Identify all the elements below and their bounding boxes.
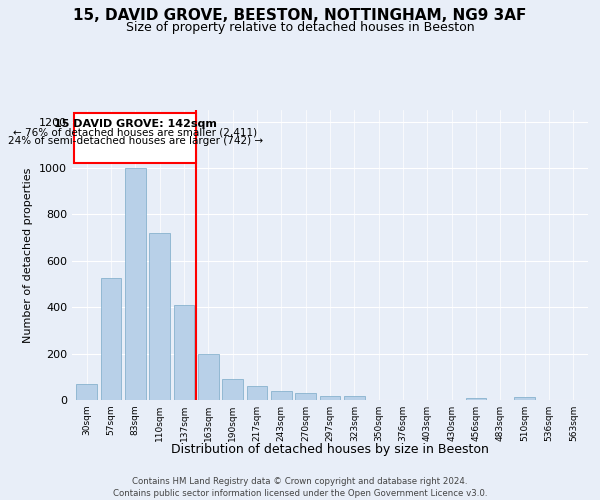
Y-axis label: Number of detached properties: Number of detached properties bbox=[23, 168, 34, 342]
Text: Contains HM Land Registry data © Crown copyright and database right 2024.: Contains HM Land Registry data © Crown c… bbox=[132, 478, 468, 486]
Bar bbox=[76, 384, 97, 400]
Bar bbox=[295, 392, 316, 400]
Bar bbox=[149, 234, 170, 400]
Bar bbox=[198, 354, 218, 400]
Bar bbox=[125, 168, 146, 400]
Bar bbox=[466, 398, 487, 400]
FancyBboxPatch shape bbox=[74, 114, 196, 164]
Text: ← 76% of detached houses are smaller (2,411): ← 76% of detached houses are smaller (2,… bbox=[13, 128, 257, 138]
Text: 24% of semi-detached houses are larger (742) →: 24% of semi-detached houses are larger (… bbox=[8, 136, 263, 146]
Bar bbox=[344, 396, 365, 400]
Bar bbox=[320, 396, 340, 400]
Bar bbox=[271, 390, 292, 400]
Text: Size of property relative to detached houses in Beeston: Size of property relative to detached ho… bbox=[125, 21, 475, 34]
Text: 15, DAVID GROVE, BEESTON, NOTTINGHAM, NG9 3AF: 15, DAVID GROVE, BEESTON, NOTTINGHAM, NG… bbox=[73, 8, 527, 22]
Text: Distribution of detached houses by size in Beeston: Distribution of detached houses by size … bbox=[171, 442, 489, 456]
Bar bbox=[101, 278, 121, 400]
Text: Contains public sector information licensed under the Open Government Licence v3: Contains public sector information licen… bbox=[113, 489, 487, 498]
Bar bbox=[222, 379, 243, 400]
Bar bbox=[247, 386, 268, 400]
Bar bbox=[173, 305, 194, 400]
Bar bbox=[514, 397, 535, 400]
Text: 15 DAVID GROVE: 142sqm: 15 DAVID GROVE: 142sqm bbox=[54, 120, 217, 130]
